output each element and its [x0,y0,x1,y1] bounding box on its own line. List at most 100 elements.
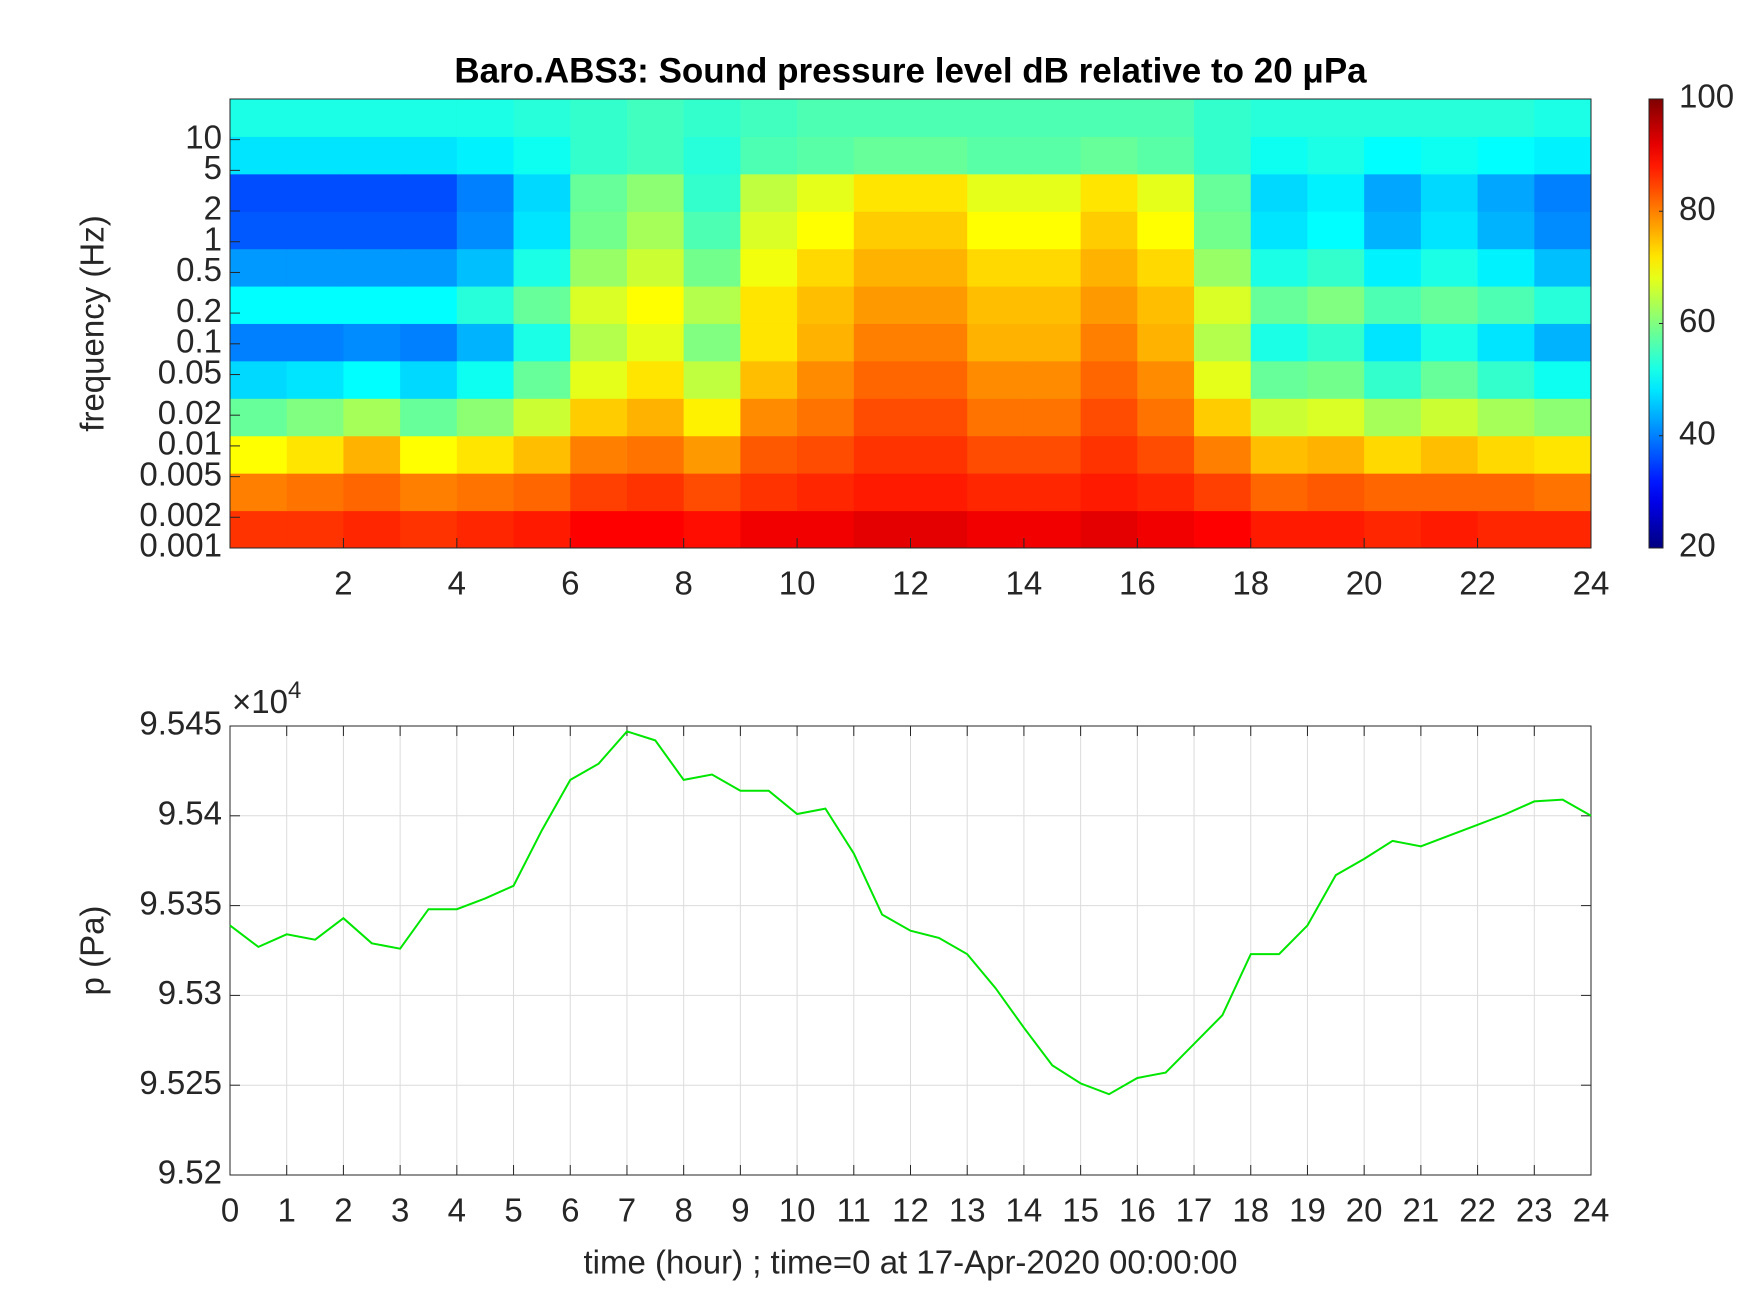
heatmap-cell [1364,173,1422,212]
heatmap-cell [626,211,685,250]
heatmap-cell [1420,398,1479,437]
heatmap-cell [683,248,741,287]
heatmap-cell [343,136,401,175]
heatmap-cell [797,173,855,212]
heatmap-cell [400,286,458,324]
heatmap-cell [626,510,685,549]
heatmap-cell [1023,286,1082,324]
heatmap-cell [1307,99,1365,137]
heatmap-cell [797,398,855,437]
heatmap-cell [740,360,798,399]
heatmap-cell [853,248,911,287]
heatmap-cell [853,360,911,399]
heatmap-cell [1080,360,1138,399]
heatmap-cell [1023,99,1082,137]
heatmap-cell [570,136,628,175]
heatmap-cell [626,286,685,324]
heatmap-cell [853,323,911,362]
y-tick-label: 0.001 [139,527,222,564]
heatmap-cell [797,286,855,324]
heatmap-cell [570,211,628,250]
heatmap-cell [513,211,571,250]
heatmap-cell [1534,211,1592,250]
heatmap-cell [1420,323,1479,362]
x-tick-label: 14 [1006,565,1043,602]
y-tick-label: 0.5 [176,251,222,288]
heatmap-cell [967,473,1025,512]
heatmap-cell [1137,435,1195,474]
heatmap-cell [570,99,628,137]
heatmap-cell [1194,173,1252,212]
heatmap-cell [853,398,911,437]
heatmap-cell [1194,473,1252,512]
heatmap-cell [513,510,571,549]
heatmap-cell [1307,248,1365,287]
heatmap-cell [740,248,798,287]
y-offset-base: ×10 [232,683,288,720]
heatmap-cell [230,136,288,175]
heatmap-cell [1137,136,1195,175]
y-tick-label: 1 [204,220,222,257]
heatmap-cell [1534,136,1592,175]
heatmap-cell [1307,286,1365,324]
x-tick-label: 9 [731,1192,749,1229]
heatmap-cell [910,136,968,175]
heatmap-cell [1250,435,1308,474]
heatmap-cell [1023,248,1082,287]
heatmap-cell [1194,211,1252,250]
x-tick-label: 5 [504,1192,522,1229]
heatmap-cell [797,323,855,362]
heatmap-cell [1307,360,1365,399]
x-tick-label: 12 [892,1192,929,1229]
heatmap-cell [1023,136,1082,175]
x-tick-label: 13 [949,1192,986,1229]
heatmap-cell [1364,211,1422,250]
heatmap-cell [797,360,855,399]
heatmap-cell [1364,510,1422,549]
heatmap-cell [456,473,515,512]
data-line [229,730,1592,1096]
heatmap-cell [1307,510,1365,549]
heatmap-cell [910,510,968,549]
x-tick-label: 15 [1062,1192,1099,1229]
heatmap-cell [910,435,968,474]
heatmap-cell [400,435,458,474]
heatmap-cell [513,248,571,287]
heatmap-cell [1420,248,1479,287]
heatmap-cell [1307,136,1365,175]
heatmap-cell [570,360,628,399]
heatmap-cell [1250,286,1308,324]
heatmap-cell [967,510,1025,549]
heatmap-cell [967,435,1025,474]
x-tick-label: 10 [779,1192,816,1229]
heatmap-cell [910,398,968,437]
y-tick-label: 0.01 [158,425,222,462]
heatmap-cell [1250,473,1308,512]
y-axis-label: p (Pa) [74,906,111,996]
x-tick-label: 16 [1119,1192,1156,1229]
heatmap-cell [626,473,685,512]
x-tick-label: 2 [334,565,352,602]
heatmap-cell [400,398,458,437]
heatmap-cell [1023,211,1082,250]
heatmap-cell [1137,173,1195,212]
heatmap-cell [1137,398,1195,437]
chart-title: Baro.ABS3: Sound pressure level dB relat… [454,51,1367,90]
y-tick-label: 9.535 [139,884,222,921]
heatmap-cell [1250,211,1308,250]
heatmap-cell [1307,211,1365,250]
heatmap-cell [1080,398,1138,437]
heatmap-cell [230,398,288,437]
y-tick-label: 9.525 [139,1064,222,1101]
y-axis-label: frequency (Hz) [74,215,111,431]
heatmap-cell [1534,398,1592,437]
heatmap-cell [456,286,515,324]
heatmap-cell [1534,323,1592,362]
heatmap-cell [683,473,741,512]
heatmap-cell [1250,248,1308,287]
heatmap-cell [1080,99,1138,137]
heatmap-cell [343,510,401,549]
heatmap-cell [1194,323,1252,362]
x-tick-label: 8 [674,565,692,602]
